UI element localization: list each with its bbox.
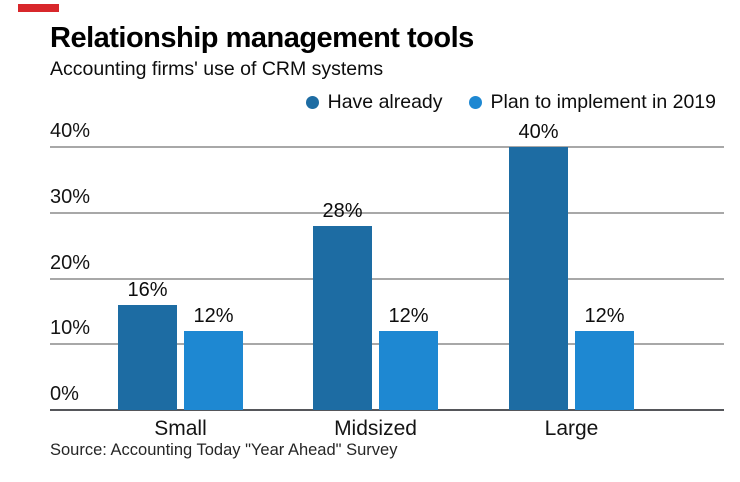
bar-plan-to-implement-in-2019-large bbox=[575, 331, 634, 410]
chart-subtitle: Accounting firms' use of CRM systems bbox=[50, 58, 384, 80]
y-tick-label: 40% bbox=[50, 120, 91, 142]
bar-have-already-midsized bbox=[313, 225, 372, 410]
y-tick-label: 0% bbox=[50, 383, 79, 405]
category-label-midsized: Midsized bbox=[334, 417, 417, 440]
legend: Have already Plan to implement in 2019 bbox=[0, 89, 740, 115]
category-label-large: Large bbox=[544, 417, 599, 440]
legend-item-have-already: Have already bbox=[305, 90, 443, 114]
bar-value-label: 12% bbox=[584, 305, 625, 328]
gridline bbox=[50, 211, 724, 214]
bar-value-label: 40% bbox=[518, 121, 559, 143]
bar-group-small: 16% 12% Small bbox=[118, 147, 243, 440]
bar-value-label: 16% bbox=[127, 278, 168, 301]
red-accent-bar bbox=[18, 4, 59, 12]
bar-plan-to-implement-in-2019-small bbox=[184, 331, 243, 410]
bar-have-already-large bbox=[509, 147, 568, 410]
legend-label: Plan to implement in 2019 bbox=[490, 90, 716, 113]
bar-have-already-small bbox=[118, 304, 177, 410]
bar-value-label: 28% bbox=[322, 199, 363, 222]
gridline bbox=[50, 146, 724, 148]
y-tick-label: 20% bbox=[50, 251, 91, 274]
bar-group-midsized: 28% 12% Midsized bbox=[313, 147, 438, 440]
bar-plan-to-implement-in-2019-midsized bbox=[379, 331, 438, 410]
plot-area: 0% 10% 20% 30% 40% 16% 12% Small 28% 12% Midsized 4… bbox=[50, 120, 724, 440]
gridline bbox=[50, 277, 724, 280]
bar-group-large: 40% 12% Large bbox=[509, 121, 634, 440]
category-label-small: Small bbox=[154, 417, 207, 440]
source-line: Source: Accounting Today "Year Ahead" Su… bbox=[50, 441, 398, 459]
bar-value-label: 12% bbox=[193, 305, 234, 328]
legend-item-plan-to-implement-in-2019: Plan to implement in 2019 bbox=[468, 90, 716, 114]
x-axis-baseline bbox=[50, 409, 724, 411]
legend-label: Have already bbox=[327, 90, 443, 113]
legend-dot-icon bbox=[305, 95, 319, 109]
chart-title: Relationship management tools bbox=[50, 22, 474, 54]
bar-value-label: 12% bbox=[388, 305, 429, 328]
y-tick-label: 10% bbox=[50, 317, 91, 340]
y-tick-label: 30% bbox=[50, 185, 91, 208]
legend-dot-icon bbox=[468, 95, 482, 109]
